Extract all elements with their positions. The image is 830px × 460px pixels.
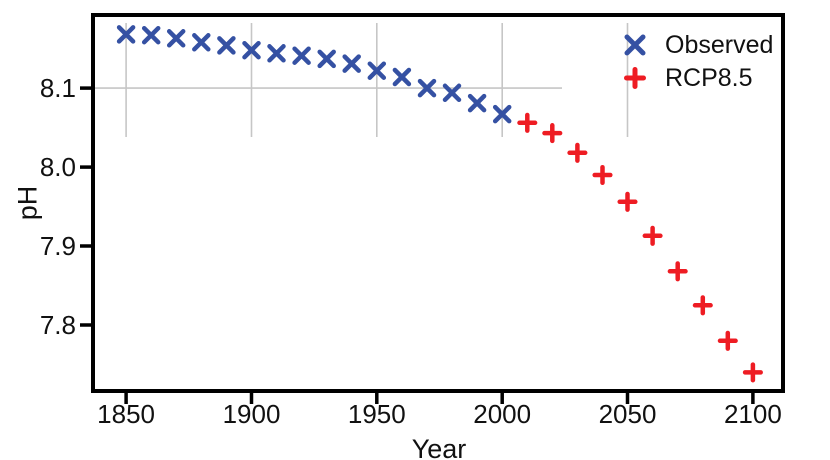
data-point-observed-1930 [317,49,336,69]
data-point-rcp85-2080 [692,295,713,316]
data-point-observed-1890 [217,36,236,55]
x-tick-label-2100: 2100 [724,399,782,429]
data-point-rcp85-2070 [667,261,688,282]
plus-marker-icon [624,67,646,89]
data-point-observed-1880 [192,33,211,52]
data-point-rcp85-2030 [567,142,588,163]
observed-legend-glyph [624,34,646,56]
data-point-observed-1960 [392,67,412,87]
data-point-observed-1860 [141,25,161,45]
y-tick-label-8.1: 8.1 [40,73,76,103]
data-point-observed-2000 [492,104,512,124]
data-point-observed-1850 [116,25,136,44]
data-point-rcp85-2060 [642,225,663,246]
data-point-rcp85-2100 [742,362,763,383]
plot-border [91,13,785,393]
data-point-rcp85-2010 [517,112,538,133]
x-tick-label-1850: 1850 [97,399,155,429]
legend-item-observed: Observed [620,30,773,60]
data-point-observed-1970 [417,78,437,98]
legend: Observed RCP8.5 [620,30,773,93]
data-point-rcp85-2020 [542,123,563,144]
data-point-observed-1940 [342,54,361,73]
x-marker-icon [624,34,646,56]
x-axis-title: Year [411,434,467,460]
data-point-observed-1920 [292,46,311,65]
data-point-observed-1950 [367,61,387,80]
legend-item-rcp85: RCP8.5 [620,63,773,93]
data-point-observed-1870 [166,29,186,48]
y-axis-title: pH [12,185,43,221]
x-tick-label-1950: 1950 [348,399,406,429]
data-point-observed-1910 [267,44,286,63]
data-point-observed-1990 [467,93,487,113]
x-tick-label-2050: 2050 [599,399,657,429]
x-tick-label-1900: 1900 [223,399,281,429]
data-point-rcp85-2050 [617,191,638,212]
data-point-observed-1980 [442,83,462,103]
y-tick-label-7.9: 7.9 [40,231,76,261]
rcp85-legend-glyph [624,67,646,89]
data-point-rcp85-2040 [592,164,613,186]
y-tick-label-7.8: 7.8 [40,310,76,340]
data-point-rcp85-2090 [717,330,738,351]
legend-label-rcp85: RCP8.5 [665,63,753,92]
x-tick-label-2000: 2000 [473,399,531,429]
y-tick-label-8.0: 8.0 [40,152,76,182]
data-point-observed-1900 [242,40,261,60]
legend-label-observed: Observed [665,30,774,59]
